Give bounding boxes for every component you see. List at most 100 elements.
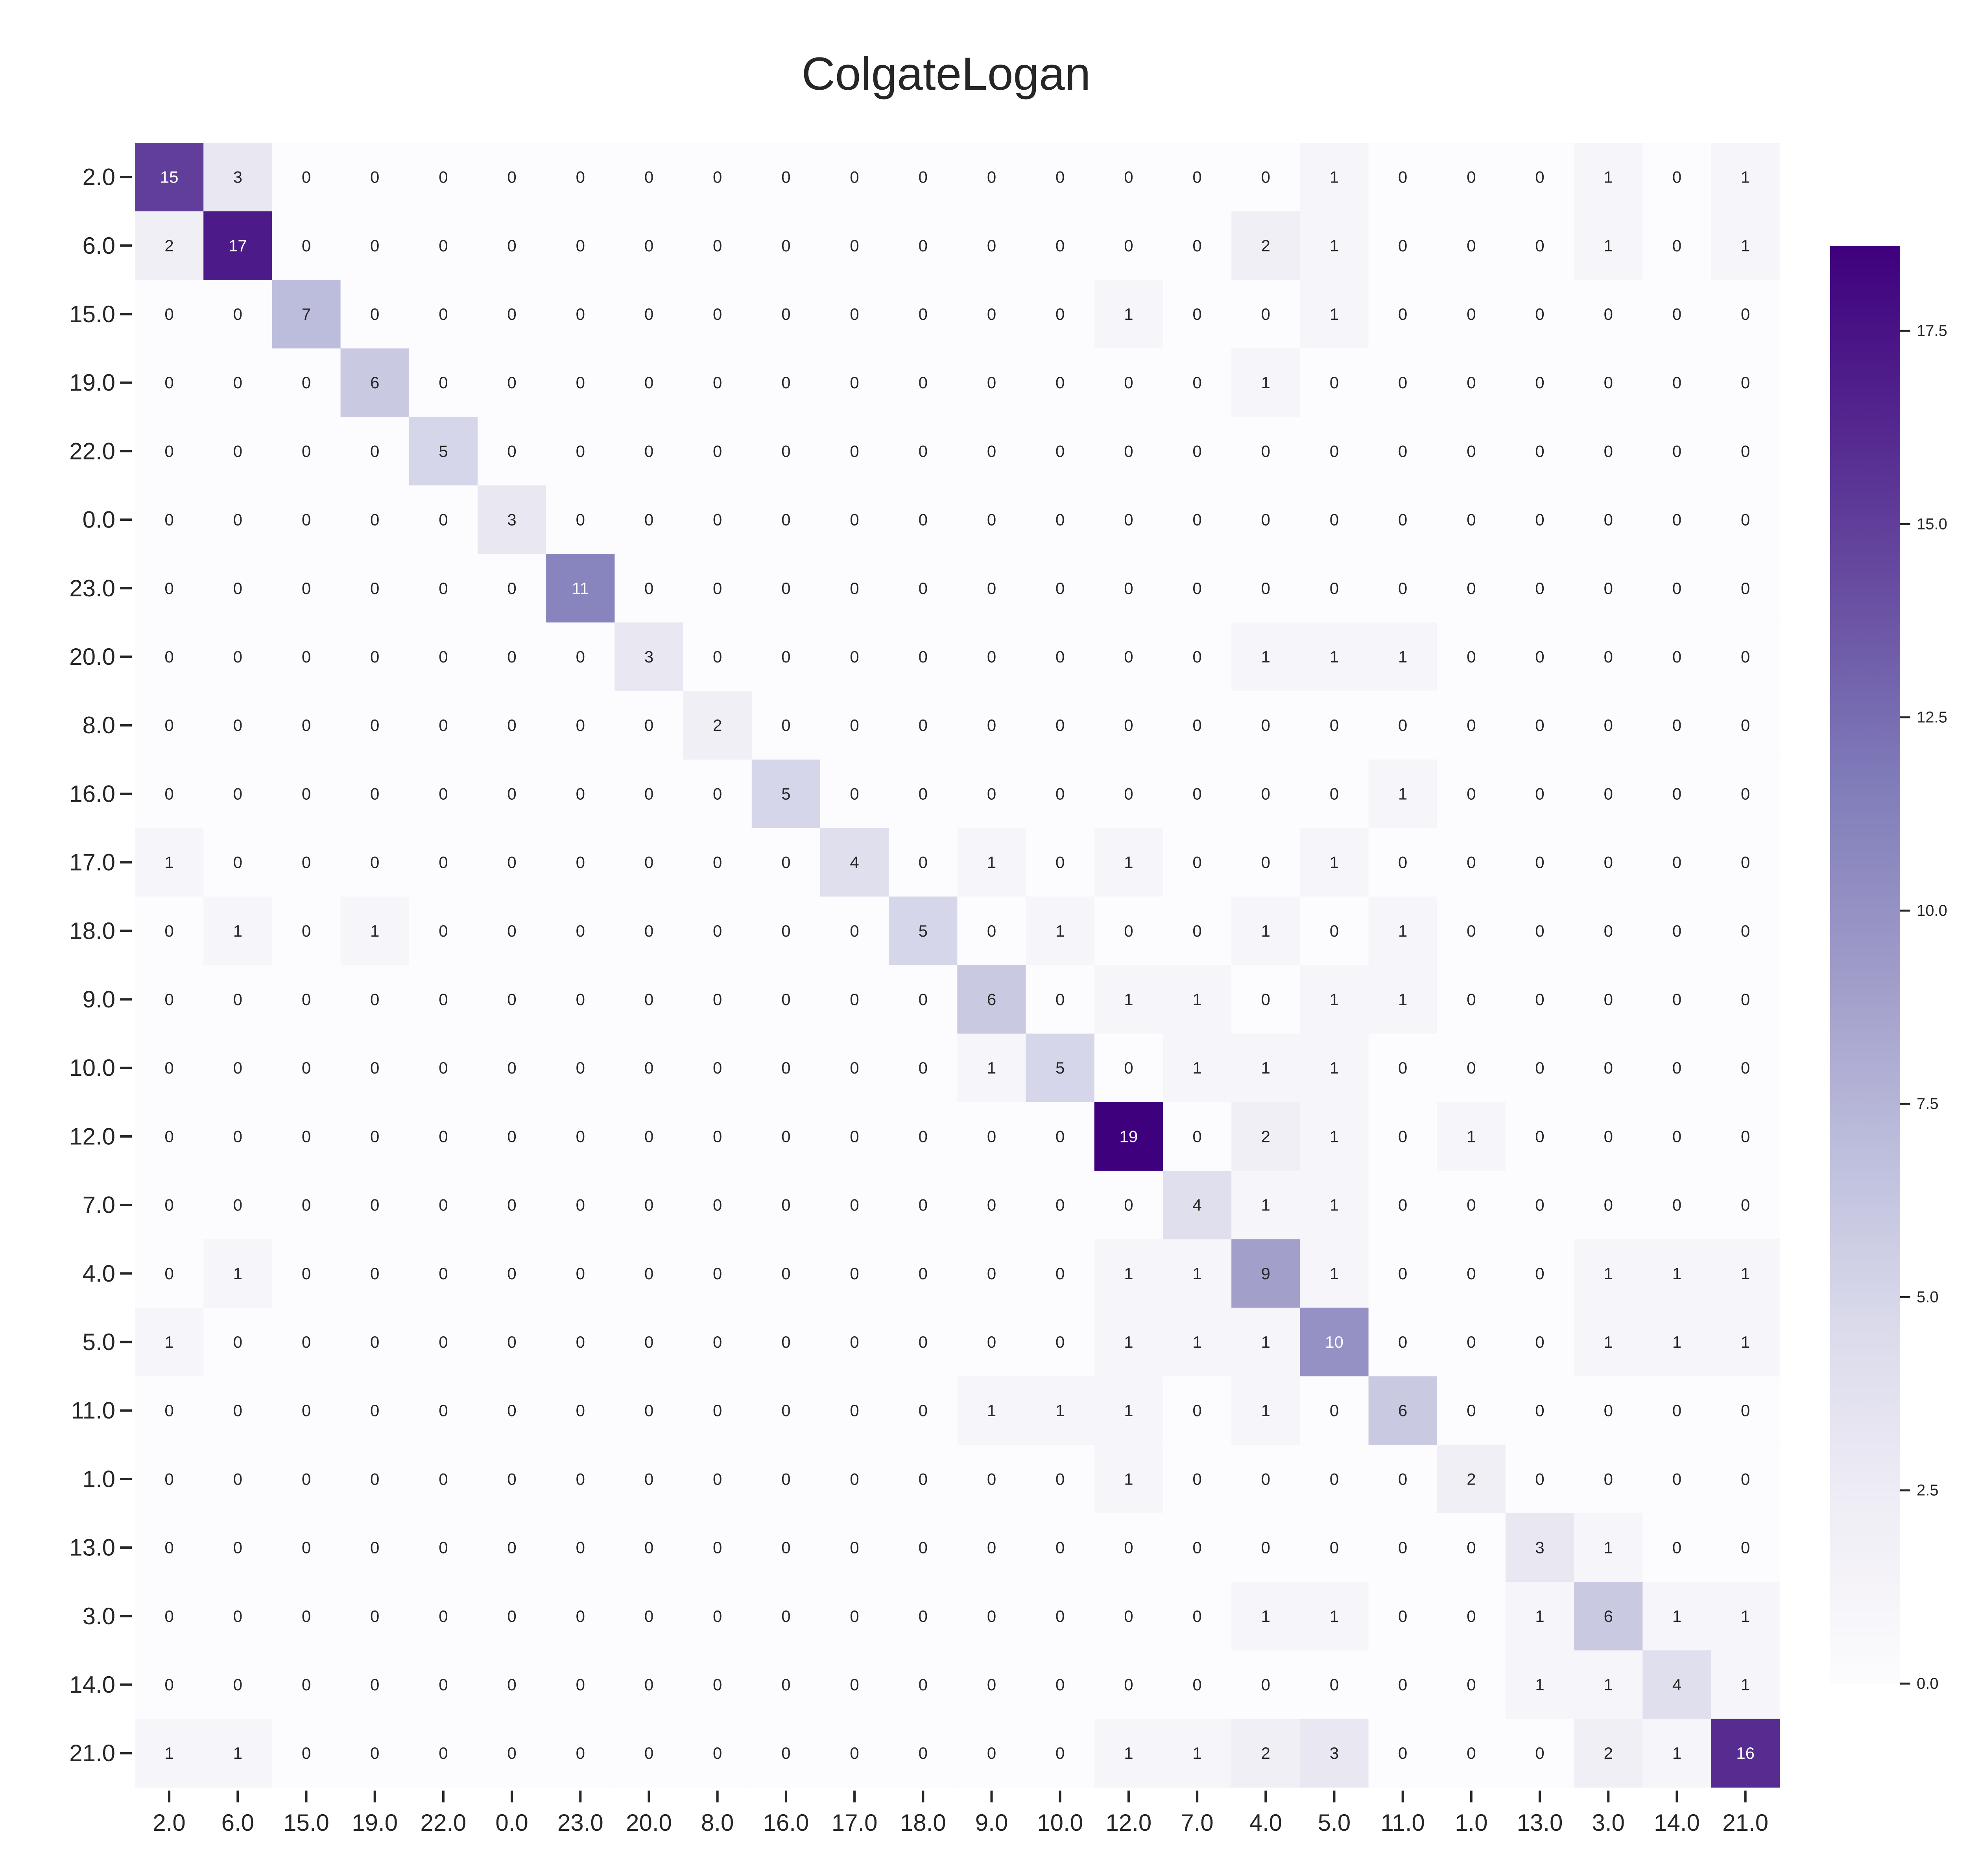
cell-annotation: 0 xyxy=(781,1744,790,1762)
heatmap-cell xyxy=(683,143,752,212)
cell-annotation: 5 xyxy=(439,442,448,460)
y-tick-label: 18.0 xyxy=(69,918,115,944)
heatmap-cell xyxy=(1368,965,1437,1034)
heatmap-cell xyxy=(1574,1513,1643,1582)
cell-annotation: 0 xyxy=(1672,1196,1681,1214)
heatmap-cell xyxy=(957,1033,1026,1103)
cell-annotation: 0 xyxy=(507,784,516,803)
heatmap-cell xyxy=(1300,1582,1369,1651)
cell-annotation: 6 xyxy=(370,373,379,392)
heatmap-cell xyxy=(1506,1582,1574,1651)
cell-annotation: 1 xyxy=(1124,990,1133,1009)
cell-annotation: 0 xyxy=(1261,853,1270,872)
cell-annotation: 0 xyxy=(1192,373,1201,392)
heatmap-cell xyxy=(1163,485,1232,554)
cell-annotation: 1 xyxy=(1124,1744,1133,1762)
heatmap-cell xyxy=(957,622,1026,692)
heatmap-cell xyxy=(1711,622,1780,692)
heatmap-cell xyxy=(546,485,615,554)
cell-annotation: 1 xyxy=(1124,1401,1133,1420)
cell-annotation: 0 xyxy=(302,442,311,460)
cell-annotation: 0 xyxy=(164,1127,173,1146)
cell-annotation: 0 xyxy=(370,236,379,255)
heatmap-cell xyxy=(340,211,410,280)
heatmap-cell xyxy=(1368,143,1437,212)
heatmap-cell xyxy=(820,1650,889,1719)
heatmap-cell xyxy=(957,280,1026,349)
heatmap-cell xyxy=(889,1033,958,1103)
cell-annotation: 6 xyxy=(1398,1401,1407,1420)
cell-annotation: 0 xyxy=(1467,442,1476,460)
cell-annotation: 0 xyxy=(1398,1607,1407,1625)
cell-annotation: 0 xyxy=(1398,1059,1407,1077)
cell-annotation: 0 xyxy=(370,647,379,666)
heatmap-cell xyxy=(683,1582,752,1651)
cell-annotation: 0 xyxy=(507,1744,516,1762)
heatmap-cell xyxy=(889,1308,958,1377)
x-tick-label: 15.0 xyxy=(283,1810,329,1836)
heatmap-cell xyxy=(957,348,1026,417)
heatmap-cell xyxy=(1163,622,1232,692)
heatmap-cell xyxy=(340,417,410,486)
cell-annotation: 0 xyxy=(576,236,585,255)
cell-annotation: 0 xyxy=(233,853,242,872)
cell-annotation: 0 xyxy=(713,442,722,460)
cell-annotation: 0 xyxy=(164,990,173,1009)
heatmap-cell xyxy=(1642,485,1712,554)
cell-annotation: 0 xyxy=(1741,1470,1750,1488)
cell-annotation: 0 xyxy=(987,236,996,255)
cell-annotation: 0 xyxy=(164,1264,173,1283)
cell-annotation: 1 xyxy=(1604,168,1613,186)
colorbar-tick-label: 15.0 xyxy=(1917,515,1947,533)
cell-annotation: 0 xyxy=(919,168,928,186)
cell-annotation: 10 xyxy=(1325,1333,1343,1351)
heatmap-cell xyxy=(1094,143,1163,212)
cell-annotation: 0 xyxy=(576,1675,585,1694)
cell-annotation: 1 xyxy=(1330,990,1339,1009)
heatmap-cell xyxy=(683,1171,752,1240)
heatmap-cell xyxy=(614,828,684,897)
x-tick-label: 5.0 xyxy=(1318,1810,1351,1836)
cell-annotation: 0 xyxy=(576,511,585,529)
cell-annotation: 0 xyxy=(781,442,790,460)
cell-annotation: 0 xyxy=(507,1196,516,1214)
cell-annotation: 0 xyxy=(1672,1127,1681,1146)
cell-annotation: 0 xyxy=(1535,442,1544,460)
heatmap-cell xyxy=(409,1239,478,1308)
heatmap-cell xyxy=(889,1719,958,1788)
cell-annotation: 0 xyxy=(1124,1675,1133,1694)
cell-annotation: 0 xyxy=(1330,1538,1339,1557)
cell-annotation: 0 xyxy=(1535,511,1544,529)
cell-annotation: 0 xyxy=(919,1059,928,1077)
cell-annotation: 0 xyxy=(850,1538,859,1557)
heatmap-cell xyxy=(1711,1513,1780,1582)
y-tick-label: 23.0 xyxy=(69,575,115,601)
cell-annotation: 1 xyxy=(1261,1607,1270,1625)
cell-annotation: 0 xyxy=(576,1744,585,1762)
cell-annotation: 0 xyxy=(644,1538,653,1557)
heatmap-cell xyxy=(478,1719,546,1788)
heatmap-cell xyxy=(546,1102,615,1171)
cell-annotation: 0 xyxy=(302,1470,311,1488)
cell-annotation: 0 xyxy=(233,647,242,666)
heatmap-cell xyxy=(203,1444,272,1514)
cell-annotation: 1 xyxy=(1261,922,1270,940)
cell-annotation: 0 xyxy=(1535,579,1544,598)
heatmap-cell xyxy=(1368,1513,1437,1582)
y-tick-label: 20.0 xyxy=(69,644,115,670)
heatmap-cell xyxy=(1506,1444,1574,1514)
heatmap-cell xyxy=(340,828,410,897)
y-tick-label: 3.0 xyxy=(83,1603,115,1629)
cell-annotation: 0 xyxy=(850,1401,859,1420)
cell-annotation: 0 xyxy=(439,1196,448,1214)
cell-annotation: 0 xyxy=(919,784,928,803)
heatmap-cell xyxy=(1163,417,1232,486)
cell-annotation: 1 xyxy=(164,1744,173,1762)
heatmap-cell xyxy=(1642,828,1712,897)
cell-annotation: 0 xyxy=(302,990,311,1009)
heatmap-cell xyxy=(203,1719,272,1788)
chart-title: ColgateLogan xyxy=(801,48,1091,100)
heatmap-cell xyxy=(1231,485,1300,554)
cell-annotation: 0 xyxy=(987,1333,996,1351)
cell-annotation: 0 xyxy=(1604,373,1613,392)
